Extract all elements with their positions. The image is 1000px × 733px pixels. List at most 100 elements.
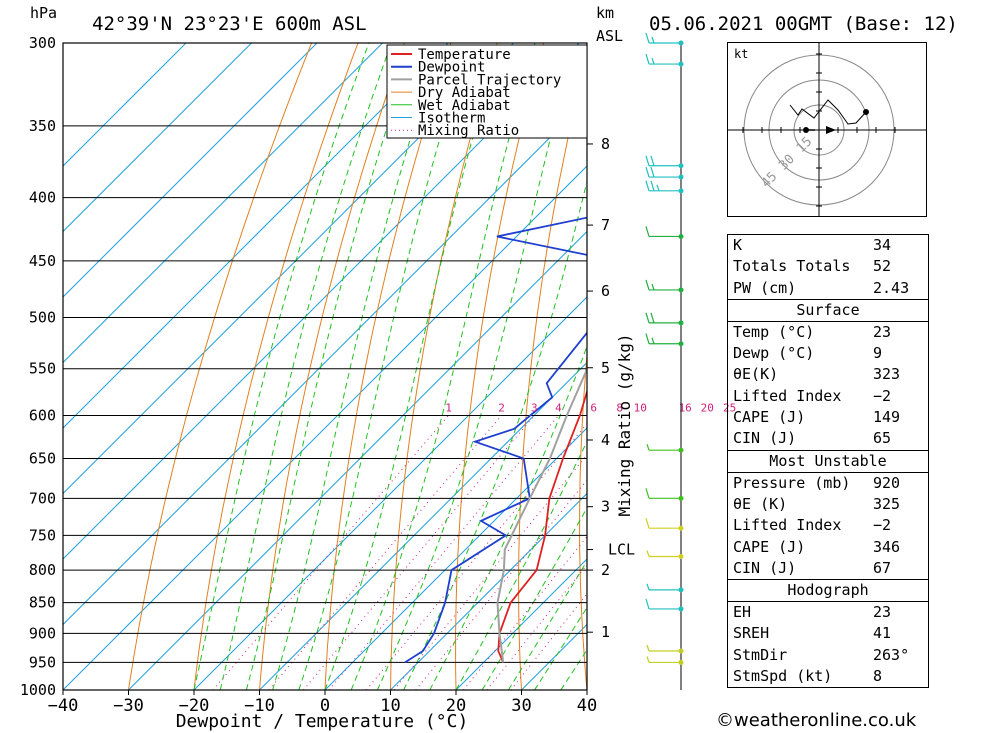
wet-adiabat-line <box>429 344 587 690</box>
index-value: −2 <box>873 386 892 405</box>
wind-barb-flag <box>650 180 655 192</box>
index-value: 8 <box>873 667 883 686</box>
pressure-tick-label: 950 <box>29 653 56 671</box>
index-value: 65 <box>873 429 892 448</box>
index-key: CAPE (J) <box>733 537 806 556</box>
hodograph-trace <box>789 99 867 125</box>
index-key: θE (K) <box>733 494 788 513</box>
wind-barb-dot <box>678 287 684 293</box>
wet-adiabat-line <box>219 43 392 690</box>
wet-adiabat-line <box>455 440 587 690</box>
index-key: Lifted Index <box>733 516 842 535</box>
isotherm-line <box>63 99 587 626</box>
legend-label: Dewpoint <box>418 60 485 76</box>
index-row: CIN (J) 65 <box>728 428 928 449</box>
wet-adiabat-line <box>403 179 587 690</box>
wind-barb-flag <box>650 166 655 178</box>
wind-barb-dot <box>678 495 684 501</box>
index-value: 323 <box>873 365 901 384</box>
index-row: CAPE (J) 346 <box>728 537 928 558</box>
index-key: EH <box>733 603 752 622</box>
index-key: PW (cm) <box>733 278 797 297</box>
isotherm-line <box>324 427 587 690</box>
dry-adiabat-line <box>959 43 1000 690</box>
hpa-label: hPa <box>30 4 57 22</box>
index-value: 149 <box>873 408 901 427</box>
wind-barb-flag <box>645 312 650 324</box>
index-value: 346 <box>873 537 901 556</box>
wind-barb-dot <box>678 587 684 593</box>
wind-barb-flag <box>645 155 650 166</box>
wind-barb-halfflag <box>646 550 650 557</box>
hodograph-title: Hodograph <box>728 580 928 603</box>
legend-label: Temperature <box>418 47 511 63</box>
index-row: Pressure (mb) 920 <box>728 473 928 494</box>
index-value: 263° <box>873 645 910 664</box>
general-indices: K 34 Totals Totals 52 PW (cm) 2.43 <box>728 235 928 299</box>
axes: 3003504004505005506006507007508008509009… <box>20 34 736 716</box>
pressure-tick-label: 850 <box>29 594 56 612</box>
mixing-ratio-label: 25 <box>723 401 736 414</box>
wind-barb-dot <box>678 163 684 169</box>
index-key: Totals Totals <box>733 257 851 276</box>
index-row: StmSpd (kt) 8 <box>728 666 928 687</box>
wind-barb-flag <box>645 53 650 65</box>
mixing-ratio-label: 4 <box>555 401 562 414</box>
index-value: 67 <box>873 558 892 577</box>
wind-barb-dot <box>678 320 684 326</box>
mixing-ratio-label: 3 <box>531 401 538 414</box>
mixing-ratio-label: 2 <box>498 401 505 414</box>
index-key: CIN (J) <box>733 558 797 577</box>
isotherm-line <box>63 43 580 560</box>
dry-adiabat-line <box>518 53 587 690</box>
index-key: Lifted Index <box>733 386 842 405</box>
hodograph-ring-label: 15 <box>794 134 816 156</box>
pressure-tick-label: 700 <box>29 489 56 507</box>
parcel-trajectory-line <box>496 367 587 663</box>
wet-adiabat-line <box>298 43 470 690</box>
wet-adiabat-line <box>193 43 370 690</box>
surface-section: Surface Temp (°C) 23 Dewp (°C) 9 θE(K) 323 Lif… <box>728 298 928 450</box>
index-row: K 34 <box>728 235 928 256</box>
height-tick-label: 6 <box>601 282 610 300</box>
mixing-ratio-line <box>303 415 535 690</box>
hodograph-section: Hodograph EH 23 SREH 41 StmDir 263° StmSpd (kt… <box>728 579 928 687</box>
wet-adiabat-line <box>376 43 576 690</box>
index-row: Lifted Index −2 <box>728 515 928 536</box>
index-row: θE(K) 323 <box>728 364 928 385</box>
surface-title: Surface <box>728 300 928 322</box>
isotherm-line <box>390 492 587 690</box>
most-unstable-rows: Pressure (mb) 920 θE (K) 325 Lifted Index −2 C… <box>728 473 928 579</box>
index-key: StmSpd (kt) <box>733 667 833 686</box>
index-value: 52 <box>873 257 892 276</box>
wind-barb-halfflag <box>646 656 650 663</box>
dry-adiabat-line <box>696 43 729 690</box>
index-value: −2 <box>873 516 892 535</box>
wind-barb-dot <box>678 447 684 453</box>
wind-barb-dot <box>678 659 684 665</box>
hodograph-point <box>803 127 809 133</box>
wind-barb-halfflag <box>651 283 655 291</box>
temperature-tick-label: 30 <box>511 696 531 716</box>
index-row: Temp (°C) 23 <box>728 322 928 343</box>
isotherm-line <box>455 558 587 690</box>
wind-barb-dot <box>678 341 684 347</box>
surface-rows: Temp (°C) 23 Dewp (°C) 9 θE(K) 323 Lifted Inde… <box>728 322 928 450</box>
index-key: Dewp (°C) <box>733 344 815 363</box>
temperature-tick-label: 40 <box>577 696 597 716</box>
temperature-tick-label: −20 <box>179 696 210 716</box>
asl-label: ASL <box>596 27 623 45</box>
copyright-footer[interactable]: ©weatheronline.co.uk <box>716 710 917 731</box>
mixing-ratio-label: 20 <box>701 401 714 414</box>
index-row: Totals Totals 52 <box>728 256 928 277</box>
height-tick-label: 4 <box>601 431 610 449</box>
wind-barb-dot <box>678 233 684 239</box>
wind-barb-dot <box>678 40 684 46</box>
mixing-ratio-label: 16 <box>679 401 692 414</box>
index-key: Temp (°C) <box>733 322 815 341</box>
index-value: 23 <box>873 603 892 622</box>
index-row: SREH 41 <box>728 623 928 644</box>
index-value: 920 <box>873 473 901 492</box>
dry-adiabat-line <box>324 43 452 690</box>
